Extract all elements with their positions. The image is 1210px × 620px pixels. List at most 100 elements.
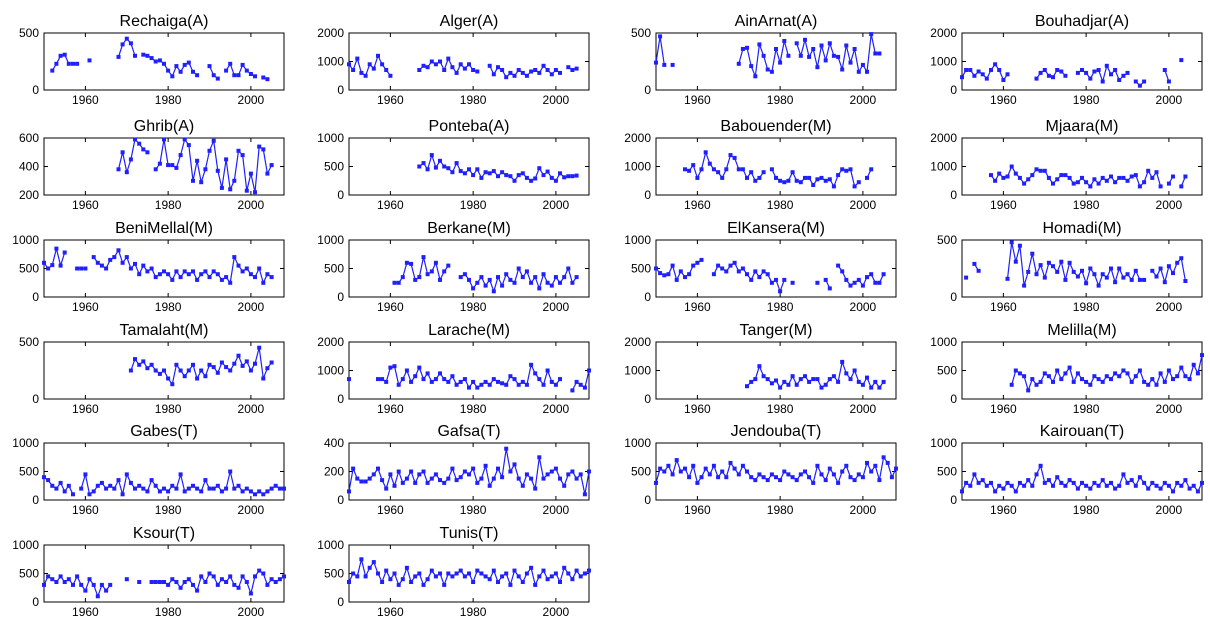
data-point [228, 61, 233, 66]
data-point [807, 475, 812, 480]
data-point [141, 359, 146, 364]
data-point [512, 377, 517, 382]
y-tick-label: 1000 [930, 160, 957, 174]
data-point [545, 280, 550, 285]
data-point [228, 574, 233, 579]
data-point [1150, 377, 1155, 382]
data-point [541, 568, 546, 573]
data-point [1080, 268, 1084, 273]
data-point [1133, 79, 1138, 84]
data-point [417, 164, 422, 169]
data-point [558, 70, 562, 75]
data-point [224, 365, 229, 370]
data-point [425, 272, 430, 277]
data-point [720, 469, 725, 474]
data-point [1001, 78, 1006, 82]
data-point [454, 571, 459, 576]
data-point [219, 489, 224, 494]
data-point [504, 75, 509, 80]
data-point [186, 577, 191, 582]
data-point [670, 263, 675, 268]
data-point [380, 580, 385, 584]
data-point [166, 582, 171, 587]
data-point [1150, 175, 1155, 180]
data-point [1150, 268, 1155, 273]
data-point [749, 277, 754, 282]
data-point [1051, 379, 1055, 384]
data-point [881, 379, 886, 384]
data-point [355, 476, 360, 481]
y-tick-label: 1000 [624, 233, 651, 247]
data-point [191, 178, 195, 183]
data-point [720, 266, 725, 271]
data-point [347, 377, 351, 382]
data-point [1125, 371, 1130, 376]
data-point [997, 68, 1002, 72]
data-point [1071, 480, 1076, 485]
data-point [798, 472, 803, 477]
data-point [1162, 480, 1167, 485]
data-point [1009, 382, 1014, 387]
x-tick-label: 2000 [238, 198, 265, 212]
data-point [1001, 486, 1006, 491]
data-point [433, 472, 438, 477]
data-point [790, 170, 795, 175]
data-point [537, 70, 542, 75]
data-point [273, 580, 278, 584]
data-point [1137, 83, 1142, 88]
data-point [211, 574, 216, 579]
data-point [678, 269, 683, 274]
data-point [454, 161, 459, 166]
x-tick-label: 2000 [1156, 300, 1183, 314]
y-tick-label: 1000 [317, 364, 344, 378]
data-point [1133, 268, 1138, 273]
data-point [153, 167, 158, 172]
data-point [58, 53, 63, 58]
data-point [1166, 264, 1171, 269]
data-point [885, 460, 890, 465]
data-point [1067, 365, 1072, 370]
data-point [508, 374, 513, 379]
subplot-title: Larache(M) [428, 322, 510, 339]
data-point [384, 568, 389, 573]
data-point [570, 68, 575, 72]
data-point [162, 269, 166, 274]
data-point [1046, 374, 1051, 379]
data-point [104, 486, 109, 491]
data-point [516, 266, 521, 271]
data-point [116, 167, 121, 172]
data-point [774, 277, 778, 282]
plot-frame [348, 32, 590, 91]
y-tick-label: 500 [937, 465, 957, 479]
data-point [553, 382, 558, 387]
data-point [236, 73, 241, 78]
data-point [865, 69, 869, 74]
data-point [1096, 181, 1101, 186]
data-point [1088, 382, 1093, 387]
data-point [662, 469, 667, 474]
data-point [691, 463, 696, 468]
y-tick-label: 1000 [624, 160, 651, 174]
data-point [877, 385, 882, 390]
data-point [757, 275, 762, 280]
data-point [1055, 269, 1060, 274]
data-point [157, 371, 162, 376]
data-point [261, 376, 266, 381]
data-point [533, 486, 538, 491]
data-point [658, 34, 663, 39]
data-point [265, 272, 270, 277]
data-point [819, 175, 824, 180]
data-point [562, 175, 567, 180]
data-point [458, 379, 463, 384]
data-point [1013, 171, 1018, 176]
data-point [1166, 368, 1171, 373]
data-point [997, 171, 1002, 176]
data-point [894, 466, 898, 471]
data-point [236, 148, 241, 153]
data-point [376, 377, 380, 382]
y-tick-label: 400 [19, 160, 39, 174]
data-point [1104, 483, 1109, 488]
x-tick-label: 1980 [155, 93, 182, 107]
data-point [219, 577, 224, 582]
data-point [471, 379, 476, 384]
